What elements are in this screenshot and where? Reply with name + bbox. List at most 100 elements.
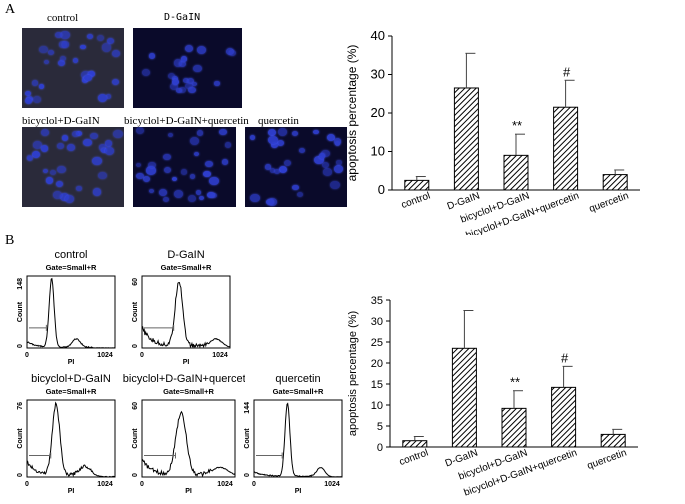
cell-nucleus xyxy=(203,170,211,177)
gate-marker xyxy=(144,452,176,459)
micrograph-label-dgain: D-GaIN xyxy=(164,12,201,23)
cell-nucleus xyxy=(56,165,67,174)
cell-nucleus xyxy=(97,94,108,103)
y-tick-label: 35 xyxy=(371,295,383,307)
histogram-bicyclol-dgain-quercetin: bicyclol+D-GaIN+quercetin Gate=Small+R 60 0… xyxy=(120,372,254,497)
y-axis-label: Count xyxy=(132,301,139,322)
y-max-label: 60 xyxy=(132,402,139,410)
cell-nucleus xyxy=(163,154,171,161)
cell-nucleus xyxy=(163,167,171,173)
cell-nucleus xyxy=(43,59,49,64)
plot-frame xyxy=(141,399,236,478)
histogram-dgain: D-GaIN Gate=Small+R 60 0 Count 0 1024 PI xyxy=(120,248,240,368)
y-tick-label: 20 xyxy=(371,105,385,120)
cell-nucleus xyxy=(326,134,335,142)
bar xyxy=(503,154,529,191)
cell-nucleus xyxy=(65,195,74,203)
histogram-title: quercetin xyxy=(275,373,320,385)
cell-nucleus xyxy=(299,148,306,154)
cell-nucleus xyxy=(61,135,69,141)
cell-nucleus xyxy=(27,155,33,160)
cell-nucleus xyxy=(205,160,214,168)
bar xyxy=(501,407,527,448)
x-min-label: 0 xyxy=(25,352,29,359)
significance-marker: # xyxy=(563,64,571,79)
panel-a-letter: A xyxy=(5,2,16,17)
cell-nucleus xyxy=(198,195,204,201)
cell-nucleus xyxy=(149,53,156,59)
y-tick-label: 0 xyxy=(378,182,385,197)
cell-nucleus xyxy=(207,191,215,199)
cell-nucleus xyxy=(267,136,278,145)
y-max-label: 76 xyxy=(17,402,24,410)
cell-nucleus xyxy=(296,191,304,197)
y-tick-label: 30 xyxy=(371,316,383,328)
cell-nucleus xyxy=(176,88,182,94)
category-label: quercetin xyxy=(586,447,628,471)
cell-nucleus xyxy=(52,191,62,200)
x-min-label: 0 xyxy=(140,352,144,359)
micrograph-label-bicyclol-dgain-quercetin: bicyclol+D-GaIN+quercetin xyxy=(124,115,249,127)
x-min-label: 0 xyxy=(252,481,256,488)
plot-frame xyxy=(253,399,343,478)
cell-nucleus xyxy=(43,168,49,173)
cell-nucleus xyxy=(135,127,144,135)
cell-nucleus xyxy=(57,143,65,149)
cell-nucleus xyxy=(111,50,120,57)
cell-nucleus xyxy=(80,44,87,50)
cell-nucleus xyxy=(221,159,229,165)
y-tick-label: 30 xyxy=(371,67,385,82)
cell-nucleus xyxy=(59,56,66,62)
y-tick-label: 10 xyxy=(371,400,383,412)
cell-nucleus xyxy=(55,32,63,39)
histogram-curve xyxy=(141,281,231,349)
cell-nucleus xyxy=(31,150,41,158)
cell-nucleus xyxy=(195,190,202,195)
cell-nucleus xyxy=(188,86,196,94)
cell-nucleus xyxy=(33,141,43,149)
histogram-curve xyxy=(26,401,116,478)
category-label: control xyxy=(398,447,430,468)
cell-nucleus xyxy=(264,164,272,170)
cell-nucleus xyxy=(189,174,195,179)
cell-nucleus xyxy=(185,82,193,90)
y-tick-label: 25 xyxy=(371,337,383,349)
cell-nucleus xyxy=(267,129,276,137)
bar xyxy=(551,386,577,448)
cell-nucleus xyxy=(58,60,66,66)
cell-nucleus xyxy=(169,82,179,91)
cell-nucleus xyxy=(112,78,120,85)
cell-nucleus xyxy=(40,128,50,137)
y-zero-label: 0 xyxy=(244,473,251,477)
cell-nucleus xyxy=(60,193,70,202)
cell-nucleus xyxy=(135,162,142,168)
cell-nucleus xyxy=(104,140,113,147)
cell-nucleus xyxy=(266,198,274,206)
x-min-label: 0 xyxy=(25,481,29,488)
plot-frame xyxy=(141,275,231,349)
cell-nucleus xyxy=(171,75,178,81)
cell-nucleus xyxy=(98,144,107,151)
plot-frame xyxy=(26,275,116,349)
y-tick-label: 15 xyxy=(371,379,383,391)
cell-nucleus xyxy=(105,94,111,99)
micrograph-label-control: control xyxy=(47,12,79,24)
cell-nucleus xyxy=(71,130,80,138)
histogram-curve xyxy=(141,410,236,478)
cell-nucleus xyxy=(180,169,187,175)
gate-label: Gate=Small+R xyxy=(163,387,214,396)
cell-nucleus xyxy=(187,195,196,203)
x-axis-label: PI xyxy=(183,359,190,366)
cell-nucleus xyxy=(66,144,75,151)
y-tick-label: 10 xyxy=(371,144,385,159)
cell-nucleus xyxy=(180,56,188,62)
x-axis-label: PI xyxy=(68,488,75,495)
bar xyxy=(453,87,479,191)
y-zero-label: 0 xyxy=(17,344,24,348)
micrograph-quercetin xyxy=(245,127,347,207)
cell-nucleus xyxy=(277,128,287,136)
cell-nucleus xyxy=(96,34,104,41)
cell-nucleus xyxy=(47,50,54,56)
cell-nucleus xyxy=(178,60,187,68)
y-zero-label: 0 xyxy=(17,473,24,477)
